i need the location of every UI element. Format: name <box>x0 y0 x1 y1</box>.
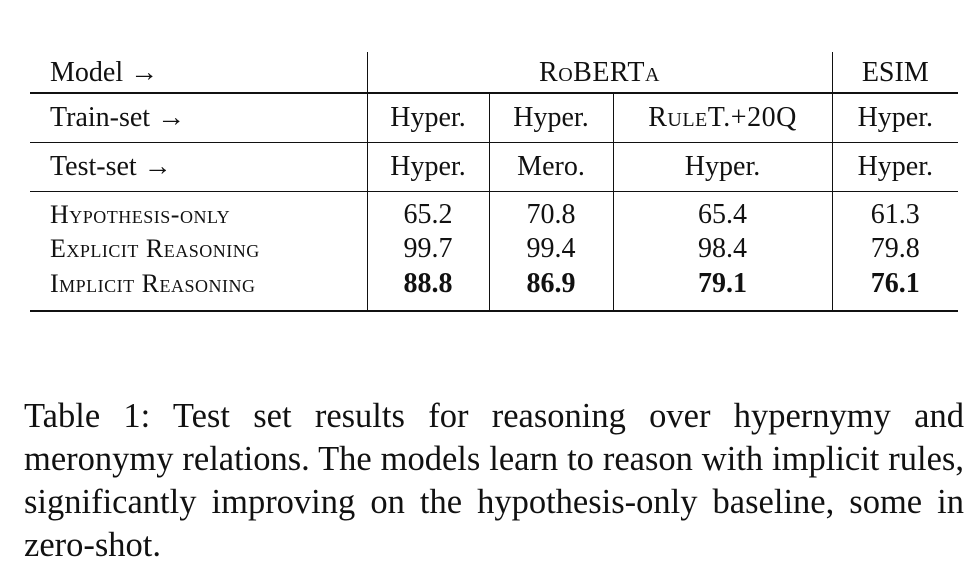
row-label: Hypothesis-only <box>30 191 367 232</box>
table-cell-best: 88.8 <box>366 266 489 312</box>
train-col-2: Hyper. <box>488 92 613 143</box>
test-col-2: Mero. <box>488 142 613 192</box>
table-caption: Table 1: Test set results for reasoning … <box>24 396 964 564</box>
row-label: Implicit Reasoning <box>30 266 367 312</box>
test-header-label: Test-set → <box>30 142 367 192</box>
table-cell: 99.7 <box>366 232 489 266</box>
header-row-test: Test-set → Hyper. Mero. Hyper. Hyper. <box>30 142 959 192</box>
results-table-container: Model → RoBERTa ESIM Train-set → Hyper. … <box>30 52 959 312</box>
table-cell-best: 76.1 <box>831 266 959 312</box>
table-cell-best: 79.1 <box>612 266 833 312</box>
results-table: Model → RoBERTa ESIM Train-set → Hyper. … <box>30 52 959 312</box>
table-cell: 79.8 <box>831 232 959 266</box>
header-row-train: Train-set → Hyper. Hyper. RuleT.+20Q Hyp… <box>30 92 959 143</box>
table-cell: 65.4 <box>612 191 833 232</box>
table-cell: 61.3 <box>831 191 959 232</box>
row-label: Explicit Reasoning <box>50 234 260 263</box>
table-row: Implicit Reasoning 88.8 86.9 79.1 76.1 <box>30 266 959 312</box>
train-col-4: Hyper. <box>831 92 959 143</box>
table-cell: 65.2 <box>366 191 489 232</box>
test-col-1: Hyper. <box>366 142 489 192</box>
train-col-1: Hyper. <box>366 92 489 143</box>
table-cell: 98.4 <box>612 232 833 266</box>
table-row: Hypothesis-only 65.2 70.8 65.4 61.3 <box>30 191 959 232</box>
table-cell: 70.8 <box>488 191 613 232</box>
test-col-3: Hyper. <box>612 142 833 192</box>
model-header-label: Model → <box>50 57 159 88</box>
header-row-model: Model → RoBERTa ESIM <box>30 52 959 93</box>
test-col-4: Hyper. <box>831 142 959 192</box>
roberta-group-header: RoBERTa <box>366 52 833 93</box>
table-cell-best: 86.9 <box>488 266 613 312</box>
table-row: Explicit Reasoning 99.7 99.4 98.4 79.8 <box>30 232 959 266</box>
train-col-3: RuleT.+20Q <box>612 92 833 143</box>
esim-group-header: ESIM <box>831 52 959 93</box>
train-header-label: Train-set → <box>30 92 367 143</box>
table-cell: 99.4 <box>488 232 613 266</box>
